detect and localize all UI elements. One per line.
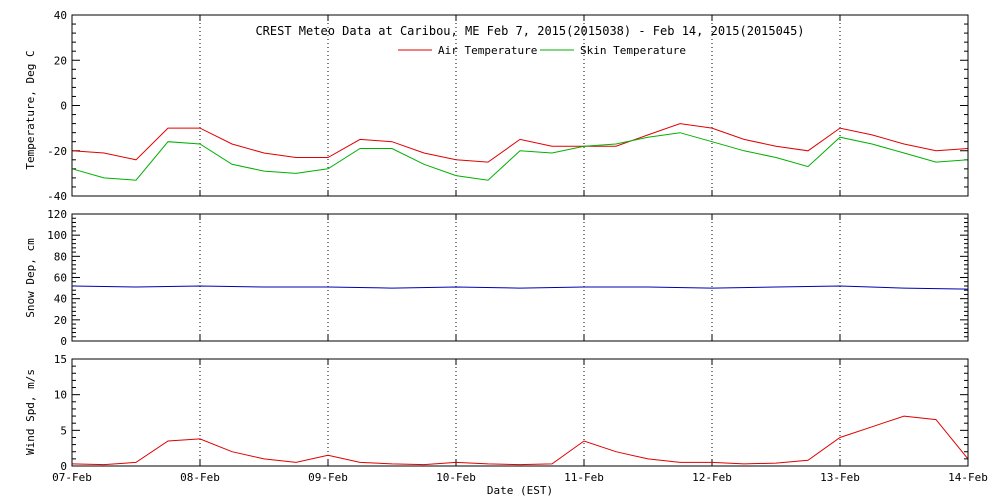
x-tick-label: 07-Feb — [52, 471, 92, 484]
y-tick-label: 5 — [60, 424, 67, 437]
x-tick-label: 11-Feb — [564, 471, 604, 484]
x-tick-label: 12-Feb — [692, 471, 732, 484]
series-line-air-temperature — [71, 123, 969, 163]
panel-frame — [71, 213, 969, 342]
y-tick-label: 80 — [54, 250, 67, 263]
series-line-panel-2 — [71, 415, 969, 466]
y-tick-label: 20 — [54, 54, 67, 67]
chart-panels: -40 -20 0 20 40 Air Temperature Skin Temperatu… — [47, 9, 988, 484]
panel-2: 0 5 10 15 07-Feb 08-Feb 09-Feb 10-Feb 11-Feb 12-F… — [52, 353, 988, 484]
panel-1: 0 20 40 60 80 100 120 — [47, 208, 969, 348]
y-tick-label: 0 — [60, 460, 67, 473]
y-tick-label: 40 — [54, 9, 67, 22]
ylabel-wind-speed: Wind Spd, m/s — [24, 369, 37, 455]
panel-frame — [71, 14, 969, 197]
series-line-skin-temperature — [71, 132, 969, 181]
ylabel-temperature: Temperature, Deg C — [24, 50, 37, 169]
y-tick-label: 10 — [54, 389, 67, 402]
legend-label: Skin Temperature — [580, 44, 686, 57]
ylabel-snow-depth: Snow Dep, cm — [24, 238, 37, 318]
x-tick-label: 13-Feb — [820, 471, 860, 484]
y-tick-label: 40 — [54, 293, 67, 306]
x-tick-label: 08-Feb — [180, 471, 220, 484]
x-tick-label: 14-Feb — [948, 471, 988, 484]
panel-0: -40 -20 0 20 40 Air Temperature Skin Temperatu… — [47, 9, 969, 203]
x-tick-label: 10-Feb — [436, 471, 476, 484]
y-tick-label: 120 — [47, 208, 67, 221]
y-tick-label: 20 — [54, 314, 67, 327]
y-tick-label: -20 — [47, 145, 67, 158]
legend: Air Temperature Skin Temperature — [398, 44, 686, 57]
y-tick-label: 0 — [60, 335, 67, 348]
y-tick-label: -40 — [47, 190, 67, 203]
y-tick-label: 100 — [47, 229, 67, 242]
y-tick-label: 0 — [60, 100, 67, 113]
x-tick-label: 09-Feb — [308, 471, 348, 484]
y-tick-label: 15 — [54, 353, 67, 366]
xlabel-date: Date (EST) — [487, 484, 553, 497]
chart-title: CREST Meteo Data at Caribou, ME Feb 7, 2… — [255, 24, 804, 38]
panel-frame — [71, 358, 969, 467]
series-line-panel-1 — [71, 285, 969, 290]
legend-label: Air Temperature — [438, 44, 537, 57]
y-tick-label: 60 — [54, 272, 67, 285]
